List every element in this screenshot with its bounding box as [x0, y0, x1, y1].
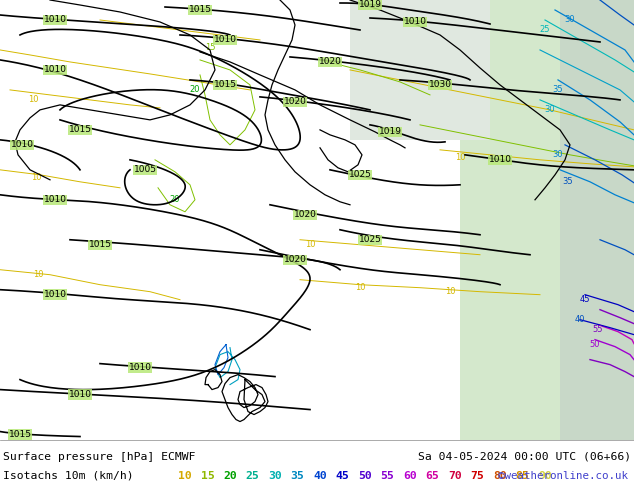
Text: 1010: 1010: [44, 66, 67, 74]
Text: 55: 55: [380, 471, 394, 481]
Text: 35: 35: [290, 471, 304, 481]
Text: 50: 50: [590, 340, 600, 349]
Text: 1025: 1025: [349, 171, 372, 179]
Text: 1010: 1010: [44, 16, 67, 24]
Text: 40: 40: [313, 471, 327, 481]
Text: 20: 20: [190, 85, 200, 95]
Text: 90: 90: [538, 471, 552, 481]
Text: 1020: 1020: [318, 57, 342, 67]
Text: 1015: 1015: [89, 240, 112, 249]
Text: 1015: 1015: [8, 430, 32, 439]
Text: 1015: 1015: [188, 5, 212, 15]
Text: Isotachs 10m (km/h): Isotachs 10m (km/h): [3, 471, 134, 481]
Text: 1020: 1020: [294, 210, 316, 219]
Text: 35: 35: [563, 177, 573, 186]
Text: 1025: 1025: [359, 235, 382, 244]
Text: 1010: 1010: [68, 390, 91, 399]
Text: 55: 55: [593, 325, 603, 334]
Text: 25: 25: [540, 25, 550, 34]
Text: 1020: 1020: [283, 255, 306, 264]
Text: 75: 75: [470, 471, 484, 481]
Text: 10: 10: [33, 270, 43, 279]
Text: 80: 80: [493, 471, 507, 481]
Text: 15: 15: [200, 471, 214, 481]
Text: 45: 45: [335, 471, 349, 481]
Text: 60: 60: [403, 471, 417, 481]
Text: Sa 04-05-2024 00:00 UTC (06+66): Sa 04-05-2024 00:00 UTC (06+66): [418, 452, 631, 462]
Text: 35: 35: [553, 85, 564, 95]
Text: 1010: 1010: [44, 196, 67, 204]
Text: 40: 40: [575, 315, 585, 324]
Text: 1015: 1015: [214, 80, 236, 89]
Text: 1010: 1010: [129, 363, 152, 372]
Text: 10: 10: [355, 283, 365, 292]
Text: 1010: 1010: [11, 140, 34, 149]
Text: 1005: 1005: [134, 165, 157, 174]
Text: 20: 20: [170, 196, 180, 204]
Text: 10: 10: [178, 471, 191, 481]
Text: 1010: 1010: [214, 35, 236, 45]
Text: 65: 65: [425, 471, 439, 481]
Text: 1015: 1015: [68, 125, 91, 134]
Text: 15: 15: [205, 44, 216, 52]
Text: 25: 25: [245, 471, 259, 481]
Text: 50: 50: [358, 471, 372, 481]
Text: 20: 20: [223, 471, 236, 481]
Text: 30: 30: [268, 471, 281, 481]
Text: 10: 10: [31, 173, 41, 182]
Text: 10: 10: [444, 287, 455, 296]
Text: 10: 10: [28, 96, 38, 104]
Text: 30: 30: [553, 150, 564, 159]
Text: 10: 10: [455, 153, 465, 162]
FancyBboxPatch shape: [460, 0, 634, 440]
Text: 1019: 1019: [378, 127, 401, 136]
Text: 1010: 1010: [489, 155, 512, 164]
Text: 30: 30: [545, 105, 555, 114]
Text: 45: 45: [579, 295, 590, 304]
Text: 30: 30: [565, 16, 575, 24]
Text: 85: 85: [515, 471, 529, 481]
FancyBboxPatch shape: [560, 0, 634, 440]
Text: 1030: 1030: [429, 80, 451, 89]
Text: Surface pressure [hPa] ECMWF: Surface pressure [hPa] ECMWF: [3, 452, 195, 462]
Text: 1010: 1010: [403, 18, 427, 26]
Text: 1010: 1010: [44, 290, 67, 299]
FancyBboxPatch shape: [350, 0, 490, 140]
Text: 1019: 1019: [358, 0, 382, 9]
Text: 10: 10: [305, 240, 315, 249]
Text: ©weatheronline.co.uk: ©weatheronline.co.uk: [498, 471, 628, 481]
Text: 70: 70: [448, 471, 462, 481]
Text: 1020: 1020: [283, 98, 306, 106]
